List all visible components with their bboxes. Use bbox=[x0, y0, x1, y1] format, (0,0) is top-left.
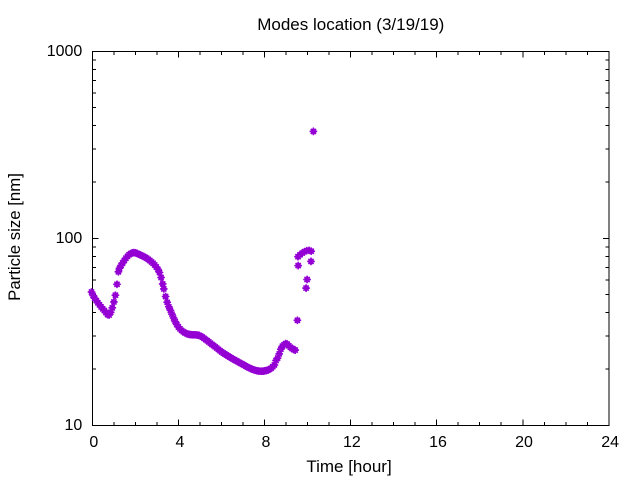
svg-text:24: 24 bbox=[601, 434, 619, 451]
svg-text:8: 8 bbox=[261, 434, 270, 451]
svg-text:100: 100 bbox=[56, 230, 83, 247]
svg-text:16: 16 bbox=[429, 434, 447, 451]
svg-text:Modes location (3/19/19): Modes location (3/19/19) bbox=[257, 15, 444, 34]
svg-text:Particle size [nm]: Particle size [nm] bbox=[5, 173, 24, 301]
svg-text:20: 20 bbox=[515, 434, 533, 451]
svg-text:0: 0 bbox=[89, 434, 98, 451]
svg-text:Time [hour]: Time [hour] bbox=[306, 457, 391, 476]
svg-text:12: 12 bbox=[343, 434, 361, 451]
svg-text:4: 4 bbox=[175, 434, 184, 451]
svg-text:10: 10 bbox=[65, 417, 83, 434]
svg-text:1000: 1000 bbox=[47, 43, 83, 60]
